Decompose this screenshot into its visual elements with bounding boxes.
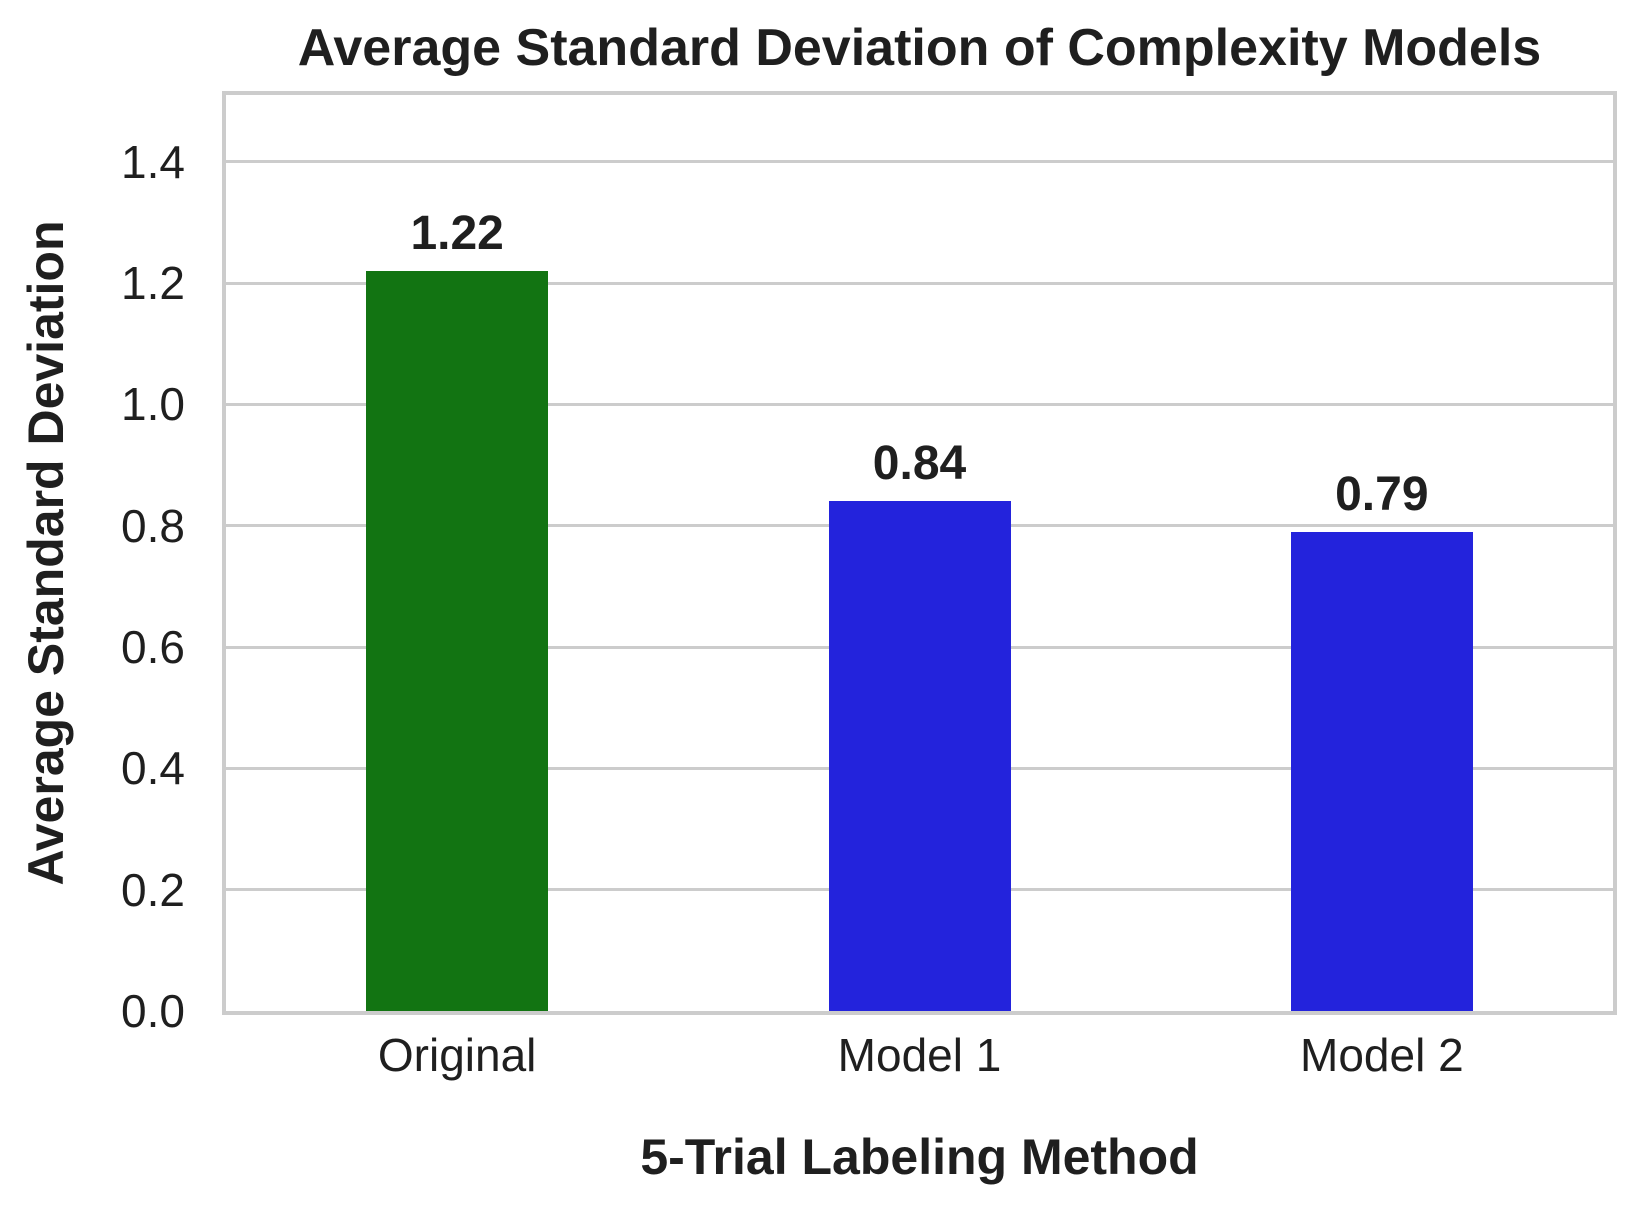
y-tick-label: 0.8: [121, 499, 185, 552]
gridline: [226, 281, 1613, 285]
y-tick-label: 0.2: [121, 863, 185, 916]
bar-model-1: [828, 501, 1011, 1011]
gridline: [226, 160, 1613, 164]
gridline: [226, 402, 1613, 406]
y-tick-label: 0.4: [121, 742, 185, 795]
x-tick-label-original: Original: [377, 1029, 537, 1081]
x-tick-label-model-2: Model 2: [1300, 1029, 1464, 1081]
bar-original: [366, 270, 549, 1011]
bar-value-label-model-1: 0.84: [872, 437, 967, 491]
bar-model-2: [1290, 531, 1473, 1011]
bar-value-label-model-2: 0.79: [1335, 467, 1429, 521]
y-tick-label: 1.4: [121, 135, 185, 188]
chart-title: Average Standard Deviation of Complexity…: [297, 19, 1542, 77]
plot-area: 1.22 0.84 0.79: [222, 91, 1617, 1015]
x-tick-label-model-1: Model 1: [837, 1029, 1002, 1081]
y-tick-label: 0.0: [121, 985, 185, 1037]
x-axis-label: 5-Trial Labeling Method: [640, 1129, 1199, 1185]
y-tick-label: 1.2: [121, 257, 185, 310]
bar-value-label-original: 1.22: [410, 206, 504, 260]
y-tick-label: 1.0: [121, 378, 185, 431]
y-tick-label: 0.6: [121, 621, 185, 674]
